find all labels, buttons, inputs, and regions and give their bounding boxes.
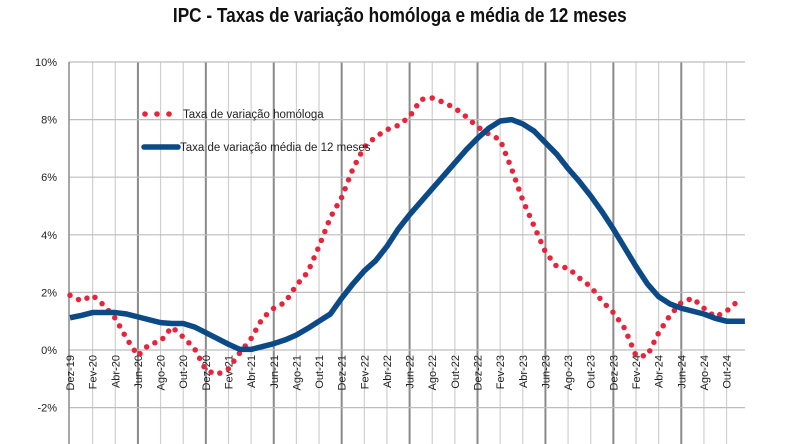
series-homologa <box>67 95 741 378</box>
x-tick-label: Abr-20 <box>110 355 122 388</box>
x-tick-label: Fev-24 <box>631 355 643 389</box>
x-tick-label: Fev-20 <box>88 355 100 389</box>
x-tick-label: Out-24 <box>722 355 734 389</box>
y-tick-label: 10% <box>35 57 57 69</box>
x-tick-label: Out-23 <box>586 355 598 389</box>
x-tick-label: Fev-22 <box>359 355 371 389</box>
x-tick-label: Out-22 <box>450 355 462 389</box>
y-tick-label: 4% <box>41 230 57 242</box>
x-tick-label: Abr-23 <box>518 355 530 388</box>
x-tick-label: Dez-20 <box>201 355 213 390</box>
x-tick-label: Dez-23 <box>608 355 620 390</box>
x-tick-label: Fev-21 <box>223 355 235 389</box>
series-line-homologa <box>67 95 741 378</box>
x-tick-label: Abr-22 <box>382 355 394 388</box>
legend-marker-homologa <box>154 111 160 117</box>
legend: Taxa de variação homóloga Taxa de variaçã… <box>141 109 371 154</box>
y-tick-label: 6% <box>41 172 57 184</box>
x-tick-label: Abr-21 <box>246 355 258 388</box>
y-tick-label: 2% <box>41 287 57 299</box>
series-line-media <box>69 116 745 353</box>
legend-marker-homologa <box>166 111 172 117</box>
x-tick-label: Ago-21 <box>291 355 303 390</box>
legend-label-homologa: Taxa de variação homóloga <box>183 109 324 121</box>
x-tick-label: Ago-20 <box>156 355 168 390</box>
x-tick-label: Dez-19 <box>65 355 77 390</box>
y-tick-label: 0% <box>41 345 57 357</box>
x-tick-label: Jun-21 <box>269 355 281 389</box>
chart-title: IPC - Taxas de variação homóloga e média… <box>173 5 627 27</box>
series-media-12-meses <box>69 116 745 353</box>
x-tick-label: Jun-20 <box>133 355 145 389</box>
x-tick-label: Dez-22 <box>473 355 485 390</box>
y-tick-label: 8% <box>41 115 57 127</box>
x-tick-label: Dez-21 <box>337 355 349 390</box>
legend-label-media: Taxa de variação média de 12 meses <box>180 142 371 154</box>
x-tick-label: Abr-24 <box>654 355 666 388</box>
legend-marker-homologa <box>142 111 148 117</box>
x-tick-label: Ago-22 <box>427 355 439 390</box>
x-tick-label: Jun-24 <box>676 355 688 389</box>
x-tick-label: Out-21 <box>314 355 326 389</box>
x-tick-label: Jun-23 <box>540 355 552 389</box>
x-tick-label: Jun-22 <box>405 355 417 389</box>
y-tick-label: -2% <box>37 403 57 415</box>
x-tick-label: Fev-23 <box>495 355 507 389</box>
x-tick-label: Ago-23 <box>563 355 575 390</box>
x-tick-label: Out-20 <box>178 355 190 389</box>
x-tick-label: Ago-24 <box>699 355 711 390</box>
